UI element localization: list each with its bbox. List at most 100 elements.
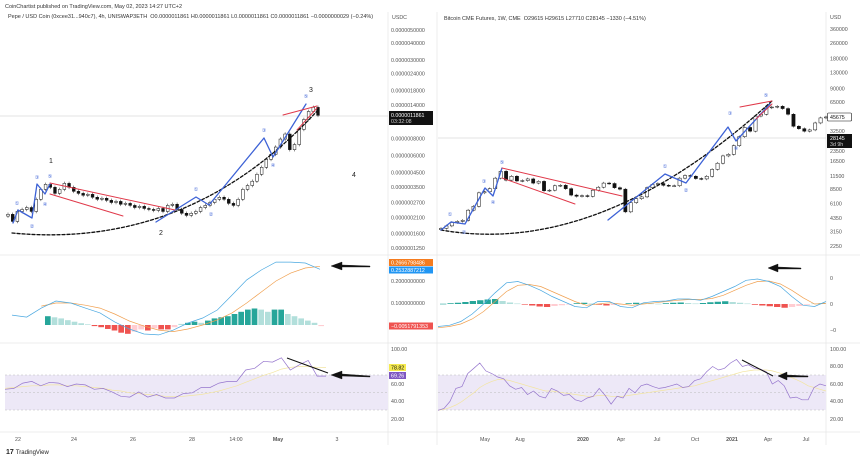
macd-histogram-bar	[699, 303, 707, 304]
macd-histogram-bar	[454, 302, 462, 304]
right-last-price-badge	[827, 134, 852, 148]
macd-histogram-bar	[85, 324, 91, 325]
candle	[623, 188, 628, 213]
time-axis-tick: Jul	[803, 437, 810, 443]
candle	[231, 203, 236, 206]
right-subwave-label: ⑤	[500, 160, 505, 166]
macd-histogram-bar	[558, 304, 566, 306]
time-axis-tick: 28	[189, 437, 195, 443]
right-marker-badge	[827, 112, 852, 122]
price-axis-tick: 0.0000050000	[391, 28, 425, 34]
macd-histogram-bar	[238, 311, 244, 325]
macd-histogram-bar	[251, 308, 258, 325]
macd-histogram-bar	[581, 302, 588, 304]
macd-histogram-bar	[165, 325, 171, 330]
right-subwave-label: ②	[462, 230, 467, 236]
tradingview-footer[interactable]: 17 TradingView	[6, 449, 49, 456]
candle	[780, 106, 785, 109]
left-last-price-badge	[389, 111, 433, 125]
price-axis-tick: 0.0000004500	[391, 170, 425, 176]
macd-histogram-bar	[736, 302, 744, 304]
price-axis-tick: 360000	[830, 27, 848, 33]
macd-histogram-bar	[692, 303, 699, 305]
candle	[255, 174, 259, 182]
left-wave-label-4: 4	[352, 172, 356, 179]
macd-histogram-bar	[573, 303, 580, 304]
candle	[189, 213, 193, 216]
time-axis-tick: Aug	[515, 437, 524, 443]
left-wave-label-2: 2	[159, 230, 163, 237]
macd-axis-tick: −0	[830, 328, 836, 334]
rsi-axis-tick: 40.00	[830, 399, 843, 405]
right-channel-lower	[501, 177, 576, 205]
macd-histogram-bar	[211, 318, 218, 325]
time-axis-tick: May	[480, 437, 490, 443]
price-axis-tick: 0.0000040000	[391, 41, 425, 47]
macd-histogram-bar	[111, 325, 118, 331]
left-currency-label: USDC	[392, 15, 407, 21]
right-subwave-label: ①	[663, 164, 668, 170]
price-axis-tick: 0.0000003500	[391, 185, 425, 191]
macd-histogram-bar	[543, 304, 551, 307]
macd-histogram-bar	[529, 304, 536, 306]
hist-value-badge	[389, 322, 433, 330]
macd-histogram-bar	[469, 301, 477, 304]
price-axis-tick: 0.0000002700	[391, 200, 425, 206]
candle	[791, 114, 796, 127]
candle	[715, 162, 720, 170]
candle	[634, 198, 639, 203]
right-subwave-label: ④	[734, 146, 739, 152]
macd-histogram-bar	[447, 303, 454, 304]
left-subwave-label: ③	[262, 128, 267, 134]
left-symbol-legend[interactable]: Pepe / USD Coin (0xcee31...940c7), 4h, U…	[8, 14, 378, 21]
price-axis-tick: 2250	[830, 244, 842, 250]
candle	[95, 197, 99, 200]
macd-histogram-bar	[191, 321, 198, 325]
macd-histogram-bar	[610, 304, 618, 305]
price-axis-tick: 130000	[830, 71, 848, 77]
right-symbol-legend[interactable]: Bitcoin CME Futures, 1W, CME O29615 H296…	[444, 16, 646, 22]
macd-histogram-bar	[285, 314, 291, 325]
macd-axis-tick: 0.2000000000	[391, 279, 425, 285]
candle	[6, 214, 10, 217]
left-last-price: 0.0000011861	[391, 113, 425, 119]
macd-histogram-bar	[647, 303, 655, 305]
left-wave-1	[12, 183, 51, 224]
macd-histogram-bar	[105, 325, 111, 329]
time-axis-tick: 2020	[577, 437, 589, 443]
rsi-ma-badge	[389, 364, 406, 371]
candle	[292, 144, 297, 150]
left-dashed-arc	[11, 109, 319, 236]
macd-histogram-bar	[278, 309, 284, 325]
candle	[547, 189, 552, 192]
signal-value: 0.2666798486	[391, 261, 425, 267]
candle	[250, 180, 254, 186]
candle	[531, 178, 536, 184]
rsi-axis-tick: 20.00	[830, 417, 843, 423]
time-axis-tick: Jul	[654, 437, 661, 443]
candle	[245, 185, 250, 190]
macd-histogram-bar	[298, 318, 304, 325]
macd-histogram-bar	[499, 301, 506, 304]
macd-axis-tick: 0	[830, 302, 833, 308]
candle	[504, 171, 508, 181]
candle	[824, 116, 828, 119]
candle	[726, 154, 731, 157]
candle	[151, 209, 156, 211]
macd-histogram-bar	[677, 302, 684, 304]
macd-histogram-bar	[633, 302, 640, 304]
macd-signal-line	[41, 265, 321, 332]
left-macd-arrow-icon	[330, 261, 371, 271]
macd-histogram-bar	[125, 325, 131, 334]
footer-brand: TradingView	[15, 449, 49, 456]
candle	[607, 182, 611, 185]
left-ohlc: O0.0000011861 H0.0000011861 L0.000001186…	[150, 14, 374, 20]
candle	[487, 188, 492, 193]
candle	[618, 187, 622, 190]
macd-line	[437, 278, 827, 327]
macd-histogram-bar	[205, 320, 211, 325]
left-triangle-upper	[282, 105, 318, 116]
macd-histogram-bar	[744, 303, 751, 305]
candle	[520, 180, 525, 182]
